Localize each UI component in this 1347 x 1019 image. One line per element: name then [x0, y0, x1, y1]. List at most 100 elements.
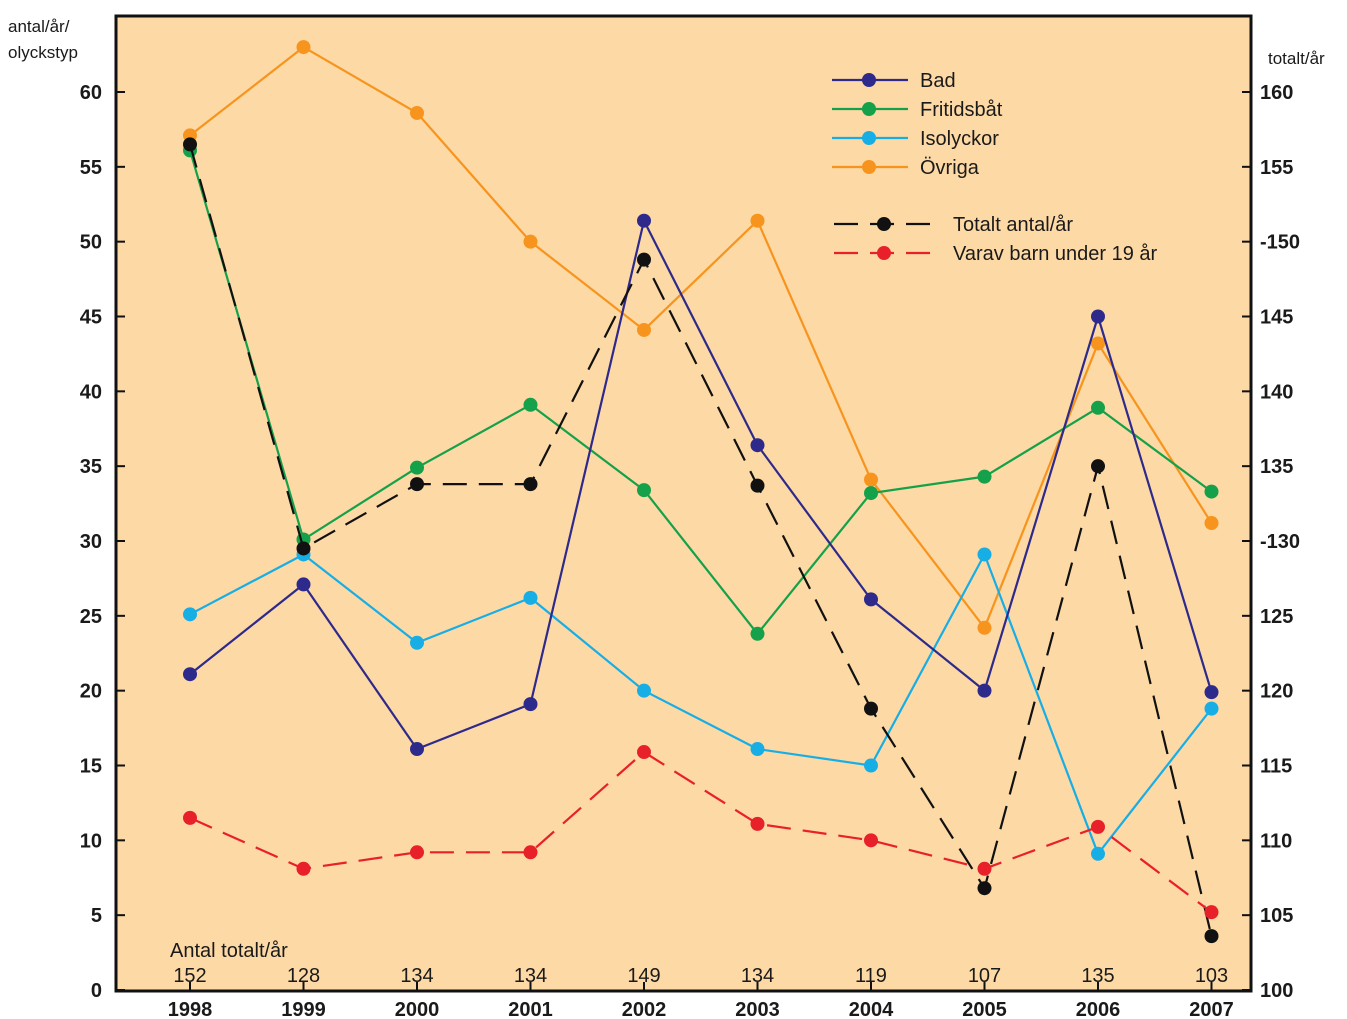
right-axis-ticks: 100 105 110 115 120 125 -130 135 140 145 -150 155 16…: [1242, 82, 1300, 1002]
left-tick-label: 35: [80, 456, 102, 478]
series--vriga: [183, 40, 1219, 635]
data-point: [637, 483, 651, 498]
right-tick-label: -130: [1260, 531, 1300, 553]
left-tick-label: 25: [80, 606, 102, 628]
data-point: [750, 626, 765, 641]
data-point: [750, 816, 765, 831]
data-point: [1091, 400, 1105, 415]
total-label: 128: [287, 965, 320, 987]
legend-label: Bad: [920, 70, 956, 92]
data-point: [523, 590, 538, 605]
plot-area: [114, 14, 1253, 993]
series-line: [189, 45, 1213, 629]
data-point: [1091, 336, 1105, 351]
x-tick-label: 2000: [395, 999, 440, 1019]
legend: Bad Fritidsbåt Isolyckor Övriga Totalt antal…: [832, 70, 1158, 265]
legend-label: Varav barn under 19 år: [953, 243, 1158, 265]
legend-label: Isolyckor: [920, 128, 999, 150]
x-tick-label: 2003: [735, 999, 780, 1019]
left-tick-label: 5: [91, 905, 102, 927]
data-point: [410, 635, 424, 650]
left-tick-label: 10: [80, 830, 102, 852]
data-point: [183, 137, 197, 152]
data-point: [1091, 459, 1105, 474]
data-point: [977, 620, 992, 635]
left-tick-label: 20: [80, 681, 102, 703]
data-point: [1204, 685, 1219, 700]
legend-label: Fritidsbåt: [920, 99, 1003, 121]
right-tick-label: 100: [1260, 980, 1293, 1002]
total-label: 134: [514, 965, 547, 987]
legend-swatch-marker: [877, 217, 891, 231]
legend-swatch-marker: [862, 102, 876, 116]
left-tick-label: 60: [80, 82, 102, 104]
series-totalt-antal-r: [183, 137, 1219, 944]
totals-caption: Antal totalt/år: [170, 940, 288, 962]
right-tick-label: 145: [1260, 307, 1293, 329]
data-point: [750, 438, 765, 453]
left-tick-label: 30: [80, 531, 102, 553]
series-line: [189, 219, 1213, 751]
data-point: [864, 701, 878, 716]
data-point: [637, 213, 651, 228]
right-tick-label: -150: [1260, 232, 1300, 254]
data-point: [1091, 846, 1105, 861]
left-tick-label: 50: [80, 232, 102, 254]
series-line: [188, 144, 1213, 937]
data-point: [1091, 309, 1105, 324]
data-point: [296, 40, 311, 55]
right-tick-label: 120: [1260, 681, 1293, 703]
data-point: [977, 683, 992, 698]
total-label: 149: [627, 965, 660, 987]
data-point: [523, 845, 538, 860]
legend-swatch-marker: [877, 246, 891, 260]
data-point: [864, 833, 878, 848]
data-point: [864, 486, 878, 501]
data-point: [750, 742, 765, 757]
data-point: [296, 861, 311, 876]
total-label: 134: [400, 965, 433, 987]
right-tick-label: 110: [1260, 830, 1292, 852]
x-tick-label: 2006: [1076, 999, 1121, 1019]
legend-item: Isolyckor: [832, 128, 999, 150]
left-tick-label: 40: [80, 381, 102, 403]
legend-item: Totalt antal/år: [834, 214, 1073, 236]
legend-label: Totalt antal/år: [953, 214, 1073, 236]
right-tick-label: 155: [1260, 157, 1293, 179]
data-point: [296, 541, 311, 556]
left-tick-label: 0: [91, 980, 102, 1002]
data-point: [183, 607, 197, 622]
legend-label: Övriga: [920, 157, 980, 179]
series-line: [189, 750, 1213, 914]
legend-item: Övriga: [832, 157, 980, 179]
series-isolyckor: [183, 547, 1219, 861]
left-tick-label: 45: [80, 307, 102, 329]
totals-row: 152 128 134 134 149 134 119 107 135 103: [173, 965, 1228, 987]
data-point: [977, 469, 992, 484]
right-tick-label: 105: [1260, 905, 1293, 927]
total-label: 107: [968, 965, 1001, 987]
data-point: [410, 460, 424, 475]
x-tick-label: 2001: [508, 999, 553, 1019]
series-bad: [183, 213, 1219, 757]
right-axis-label: totalt/år: [1268, 49, 1325, 68]
data-point: [637, 322, 651, 337]
data-point: [1204, 484, 1219, 499]
data-point: [410, 845, 424, 860]
left-axis-label-line1: antal/år/: [8, 17, 70, 36]
data-point: [977, 861, 992, 876]
series-varav-barn-under-19-r: [183, 745, 1219, 920]
right-tick-label: 115: [1260, 756, 1292, 778]
total-label: 135: [1081, 965, 1114, 987]
data-point: [1204, 905, 1219, 920]
total-label: 119: [855, 965, 887, 987]
data-point: [410, 105, 424, 120]
right-tick-label: 140: [1260, 381, 1293, 403]
legend-item: Bad: [832, 70, 956, 92]
left-axis-ticks: 0 5 10 15 20 25 30 35 40 45 50 55 60: [80, 82, 125, 1002]
data-point: [864, 472, 878, 487]
data-point: [637, 745, 651, 760]
total-label: 103: [1195, 965, 1228, 987]
right-tick-label: 160: [1260, 82, 1293, 104]
